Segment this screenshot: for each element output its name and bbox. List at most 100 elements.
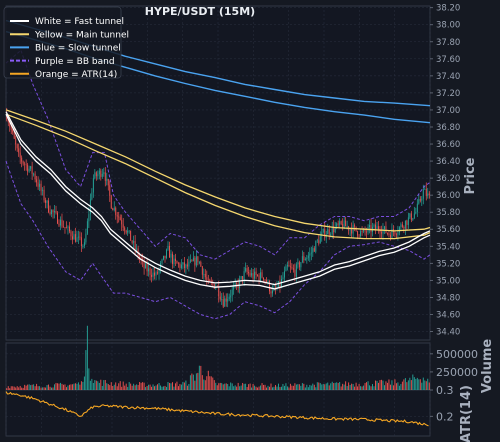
- candle-body: [289, 266, 291, 268]
- candle-body: [163, 255, 164, 260]
- candle-body: [389, 234, 391, 238]
- candle-body: [22, 161, 24, 164]
- volume-bar: [51, 387, 52, 390]
- candle-body: [246, 268, 248, 273]
- candle-body: [125, 230, 127, 233]
- candle-body: [166, 249, 167, 258]
- volume-bar: [345, 381, 347, 390]
- volume-bar: [339, 381, 341, 390]
- candle-body: [357, 231, 359, 236]
- volume-bar: [73, 383, 75, 390]
- volume-bar: [142, 382, 144, 390]
- candle-body: [101, 173, 103, 177]
- candle-body: [18, 148, 20, 153]
- volume-bar: [254, 385, 256, 390]
- candle-body: [174, 258, 176, 262]
- volume-bar: [212, 377, 214, 390]
- candle-body: [233, 286, 235, 290]
- candle-body: [127, 230, 129, 233]
- candle-body: [257, 275, 259, 276]
- volume-bar: [366, 382, 368, 390]
- candle-body: [80, 237, 82, 247]
- volume-bar: [424, 380, 426, 390]
- candle-body: [68, 226, 70, 232]
- candle-body: [177, 263, 179, 265]
- volume-bar: [401, 381, 403, 390]
- candle-body: [230, 295, 232, 297]
- volume-bar: [172, 382, 173, 390]
- candle-body: [33, 173, 35, 175]
- volume-bar: [163, 386, 164, 390]
- price-tick-label: 38.00: [436, 21, 460, 31]
- candle-body: [313, 248, 315, 252]
- candle-body: [312, 248, 314, 253]
- candle-body: [185, 264, 187, 268]
- volume-bar: [191, 373, 193, 390]
- volume-bar: [358, 383, 360, 390]
- candle-body: [354, 225, 356, 227]
- candle-body: [104, 172, 106, 181]
- volume-bar: [169, 382, 170, 390]
- candle-body: [172, 253, 173, 264]
- price-tick-label: 36.20: [436, 174, 460, 184]
- volume-bar: [372, 384, 373, 390]
- volume-bar: [101, 385, 103, 390]
- candle-body: [327, 229, 329, 235]
- candle-body: [346, 226, 348, 228]
- candle-body: [91, 192, 93, 200]
- candle-body: [228, 296, 230, 300]
- candle-body: [191, 260, 193, 262]
- volume-bar: [248, 384, 250, 390]
- volume-bar: [316, 382, 318, 390]
- candle-body: [82, 245, 84, 247]
- volume-bar: [389, 384, 391, 390]
- volume-bar: [106, 383, 108, 390]
- volume-bar: [246, 386, 248, 390]
- volume-bar: [28, 384, 30, 390]
- candle-body: [324, 228, 326, 238]
- volume-bar: [148, 384, 150, 390]
- volume-bar: [130, 383, 132, 390]
- volume-bar: [240, 385, 242, 390]
- volume-bar: [63, 384, 64, 390]
- volume-bar: [77, 382, 79, 390]
- volume-bar: [18, 387, 20, 390]
- volume-bar: [425, 381, 427, 390]
- volume-bar: [116, 386, 118, 390]
- candle-body: [16, 144, 18, 149]
- legend-entry-label: Purple = BB band: [35, 57, 115, 67]
- candle-body: [83, 242, 85, 246]
- volume-bar: [115, 382, 117, 390]
- volume-bar: [118, 383, 120, 390]
- bb-lower-line: [5, 160, 431, 320]
- volume-bar: [421, 382, 423, 390]
- candle-body: [157, 272, 158, 274]
- candle-body: [245, 268, 247, 272]
- main-tunnel-upper-line: [5, 109, 431, 232]
- volume-bar: [139, 382, 141, 390]
- candle-body: [307, 255, 309, 258]
- volume-bar: [288, 387, 290, 390]
- price-tick-label: 37.00: [436, 106, 460, 116]
- volume-bar: [231, 383, 233, 390]
- volume-bar: [213, 380, 215, 390]
- volume-bar: [173, 386, 175, 390]
- volume-bar: [363, 385, 365, 390]
- candle-body: [9, 122, 11, 127]
- candle-body: [206, 277, 208, 280]
- candle-body: [204, 273, 206, 278]
- candle-body: [28, 168, 30, 172]
- volume-bar: [403, 379, 405, 390]
- volume-bar: [239, 386, 241, 390]
- candle-body: [330, 234, 332, 235]
- candle-body: [64, 226, 66, 228]
- candle-body: [395, 234, 397, 236]
- candle-body: [379, 229, 381, 233]
- candle-body: [322, 228, 324, 233]
- volume-bar: [180, 384, 182, 390]
- candle-body: [254, 271, 256, 279]
- volume-bar: [186, 385, 188, 390]
- candle-body: [315, 241, 317, 252]
- candle-body: [203, 273, 205, 275]
- candle-body: [34, 173, 36, 180]
